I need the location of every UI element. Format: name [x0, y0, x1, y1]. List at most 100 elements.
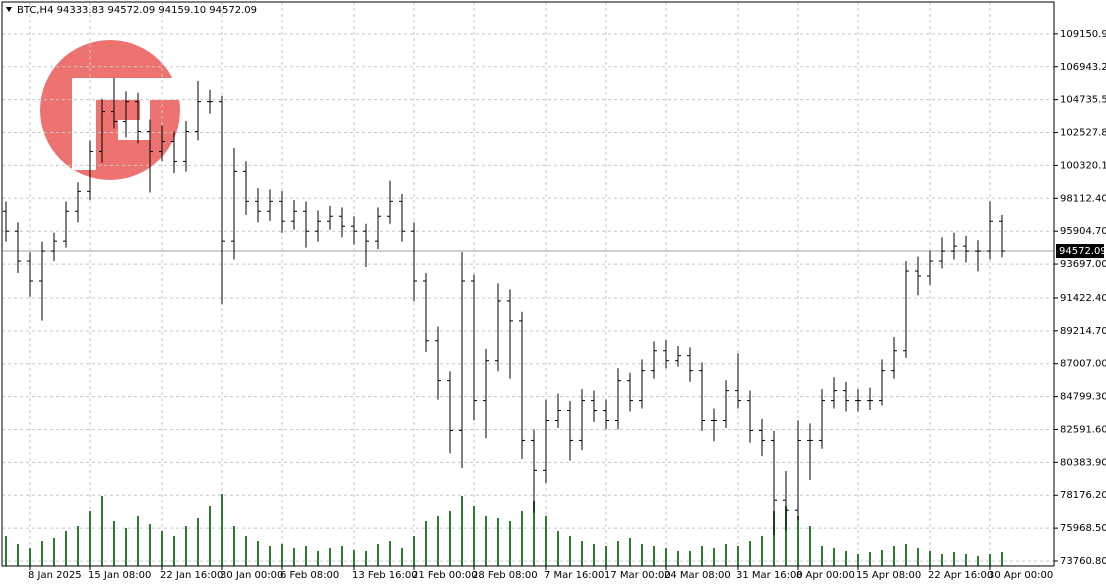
volume-bar: [281, 544, 283, 566]
menu-arrow: [6, 7, 12, 12]
ohlc-bar: [99, 98, 105, 163]
volume-bar: [965, 554, 967, 566]
x-tick-label: 8 Apr 00:00: [796, 570, 855, 581]
ohlc-bar: [807, 423, 813, 480]
volume-bar: [593, 544, 595, 566]
ohlc-bar: [111, 77, 117, 129]
volume-bar: [941, 554, 943, 566]
ohlc-bar: [447, 371, 453, 454]
ohlc-bar: [627, 372, 633, 412]
y-tick-label: 82591.60: [1060, 424, 1106, 435]
volume-bar: [821, 546, 823, 566]
x-tick-label: 15 Apr 08:00: [856, 570, 921, 581]
volume-bar: [269, 546, 271, 566]
ohlc-bar: [555, 393, 561, 428]
ohlc-bar: [135, 92, 141, 144]
volume-bar: [329, 548, 331, 566]
volume-bar: [413, 536, 415, 566]
ohlc-bar: [603, 399, 609, 430]
volume-bar: [653, 546, 655, 566]
volume-bar: [713, 548, 715, 566]
ohlc-bar: [831, 377, 837, 409]
ohlc-bar: [687, 347, 693, 382]
logo: [40, 40, 180, 180]
volume-bar: [221, 494, 223, 566]
volume-bar: [737, 546, 739, 566]
ohlc-bar: [207, 89, 213, 114]
volume-bar: [665, 548, 667, 566]
ohlc-bar: [123, 91, 129, 138]
y-tick-label: 89214.70: [1060, 326, 1106, 337]
x-tick-label: 17 Mar 00:00: [604, 570, 671, 581]
volume-bar: [161, 531, 163, 566]
volume-bar: [557, 531, 559, 566]
volume-bar: [533, 501, 535, 566]
y-tick-label: 80383.90: [1060, 457, 1106, 468]
ohlc-bar: [699, 362, 705, 431]
ohlc-bar: [243, 161, 249, 215]
volume-bar: [29, 548, 31, 566]
volume-bar: [629, 538, 631, 566]
ohlc-bar: [363, 223, 369, 268]
volume-bar: [209, 506, 211, 566]
y-tick-label: 106943.20: [1060, 62, 1106, 73]
ohlc-bar: [591, 390, 597, 422]
volume-bar: [473, 506, 475, 566]
ohlc-bar: [339, 207, 345, 238]
y-tick-label: 93697.00: [1060, 259, 1106, 270]
ohlc-bar: [543, 399, 549, 483]
x-tick-label: 24 Mar 08:00: [664, 570, 731, 581]
x-tick-label: 13 Feb 16:00: [352, 570, 418, 581]
volume-bar: [761, 536, 763, 566]
ohlc-bar: [735, 353, 741, 409]
ohlc-bar: [531, 429, 537, 513]
ohlc-bar: [351, 216, 357, 245]
ohlc-bar: [255, 188, 261, 223]
ohlc-bar: [279, 191, 285, 233]
x-tick-label: 8 Jan 2025: [28, 570, 82, 581]
ohlc-bar: [855, 389, 861, 412]
ohlc-bar: [27, 252, 33, 297]
ohlc-bar: [903, 261, 909, 358]
volume-bar: [305, 546, 307, 566]
volume-bar: [773, 511, 775, 566]
volume-bar: [101, 496, 103, 566]
volume-bar: [617, 541, 619, 566]
volume-bar: [449, 511, 451, 566]
ohlc-bar: [75, 182, 81, 223]
volume-bar: [845, 551, 847, 566]
ohlc-bar: [759, 418, 765, 457]
ohlc-bar: [411, 222, 417, 302]
ohlc-bar: [963, 235, 969, 263]
ohlc-bar: [987, 201, 993, 260]
ohlc-bar: [975, 240, 981, 272]
volume-bar: [77, 526, 79, 566]
ohlc-bar: [87, 140, 93, 200]
volume-bar: [953, 552, 955, 566]
logo-circle: [40, 40, 180, 180]
volume-bar: [809, 526, 811, 566]
volume-bar: [581, 541, 583, 566]
volume-bar: [785, 506, 787, 566]
volume-bar: [17, 544, 19, 566]
volume-bar: [353, 550, 355, 566]
volume-bar: [125, 528, 127, 566]
ohlc-bar: [783, 471, 789, 531]
ohlc-bar: [231, 147, 237, 260]
ohlc-bar: [663, 339, 669, 369]
ohlc-bar: [315, 210, 321, 242]
ohlc-bar: [639, 359, 645, 409]
ohlc-bar: [171, 131, 177, 174]
y-tick-label: 75968.50: [1060, 523, 1106, 534]
chart-title: BTC,H4 94333.83 94572.09 94159.10 94572.…: [17, 5, 257, 16]
ohlc-bar: [507, 289, 513, 379]
ohlc-bar: [471, 274, 477, 421]
volume-bar: [185, 526, 187, 566]
ohlc-bar: [747, 390, 753, 443]
ohlc-bar: [819, 389, 825, 449]
volume-bar: [245, 536, 247, 566]
ohlc-bar: [195, 80, 201, 141]
volume-bar: [749, 541, 751, 566]
ohlc-bar: [843, 381, 849, 412]
